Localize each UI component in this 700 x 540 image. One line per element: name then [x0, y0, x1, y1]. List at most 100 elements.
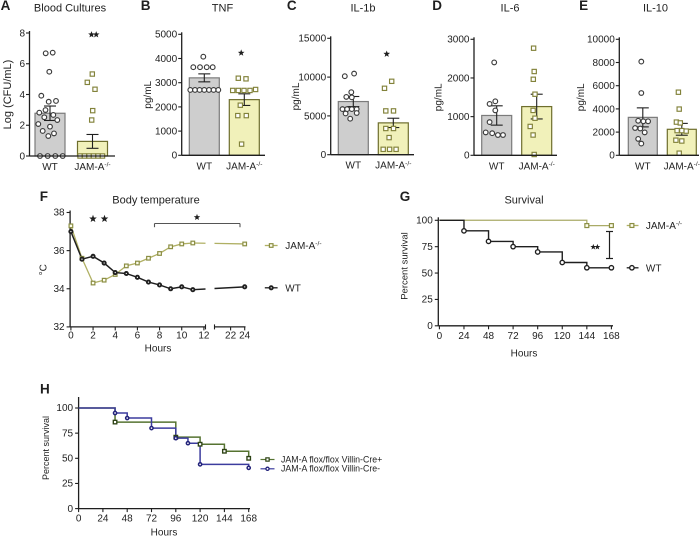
svg-text:96: 96 [532, 331, 544, 342]
svg-text:JAM-A-/-: JAM-A-/- [74, 162, 110, 173]
svg-text:0: 0 [427, 321, 433, 332]
svg-text:96: 96 [170, 514, 182, 525]
svg-text:pg/mL: pg/mL [291, 82, 302, 110]
svg-text:Percent survival: Percent survival [41, 416, 51, 480]
svg-text:50: 50 [62, 454, 74, 465]
svg-text:C: C [287, 0, 297, 13]
svg-text:10000: 10000 [298, 73, 326, 84]
svg-text:pg/mL: pg/mL [576, 83, 587, 111]
svg-text:0: 0 [321, 150, 327, 161]
svg-text:4: 4 [112, 330, 118, 341]
svg-text:Body temperature: Body temperature [112, 195, 199, 207]
svg-text:10000: 10000 [587, 35, 615, 46]
svg-text:25: 25 [422, 295, 434, 306]
svg-text:F: F [40, 189, 48, 204]
svg-text:B: B [141, 0, 151, 13]
svg-text:50: 50 [422, 268, 434, 279]
svg-text:6: 6 [19, 59, 25, 70]
svg-text:5000: 5000 [304, 111, 327, 122]
svg-text:WT: WT [646, 263, 662, 274]
svg-text:WT: WT [197, 161, 213, 172]
svg-text:°C: °C [39, 264, 50, 275]
svg-text:IL-6: IL-6 [501, 3, 520, 15]
svg-text:0: 0 [68, 330, 74, 341]
svg-text:168: 168 [603, 331, 620, 342]
svg-text:15000: 15000 [298, 34, 326, 45]
svg-text:Percent survival: Percent survival [400, 232, 411, 300]
svg-text:0: 0 [76, 514, 82, 525]
svg-text:120: 120 [554, 331, 571, 342]
svg-text:144: 144 [578, 331, 595, 342]
svg-text:38: 38 [53, 208, 65, 219]
svg-text:JAM-A-/-: JAM-A-/- [646, 221, 682, 232]
svg-text:0: 0 [172, 151, 178, 162]
svg-text:168: 168 [240, 514, 257, 525]
svg-text:2: 2 [19, 121, 25, 132]
svg-text:120: 120 [192, 514, 209, 525]
svg-text:IL-10: IL-10 [643, 3, 668, 15]
svg-text:1000: 1000 [155, 127, 178, 138]
svg-text:0: 0 [464, 151, 470, 162]
svg-text:8: 8 [157, 330, 163, 341]
svg-text:2000: 2000 [593, 128, 616, 139]
svg-text:JAM-A-/-: JAM-A-/- [285, 241, 321, 252]
svg-text:48: 48 [483, 331, 495, 342]
svg-text:2000: 2000 [155, 102, 178, 113]
svg-text:3000: 3000 [155, 78, 178, 89]
svg-text:25: 25 [62, 479, 74, 490]
svg-text:24: 24 [239, 330, 251, 341]
svg-text:0: 0 [609, 151, 615, 162]
svg-text:pg/mL: pg/mL [434, 83, 445, 111]
svg-text:100: 100 [416, 216, 433, 227]
svg-text:WT: WT [489, 161, 505, 172]
svg-text:36: 36 [53, 246, 65, 257]
svg-text:4000: 4000 [593, 104, 616, 115]
svg-text:4: 4 [19, 90, 25, 101]
svg-text:6000: 6000 [593, 81, 616, 92]
svg-text:A: A [1, 0, 11, 13]
svg-text:TNF: TNF [212, 3, 234, 15]
svg-text:100: 100 [56, 403, 73, 414]
svg-text:72: 72 [508, 331, 520, 342]
svg-text:1000: 1000 [447, 112, 470, 123]
svg-text:Survival: Survival [504, 195, 543, 207]
svg-text:0: 0 [68, 504, 74, 515]
svg-text:48: 48 [122, 514, 134, 525]
svg-text:WT: WT [42, 162, 58, 173]
svg-text:12: 12 [198, 330, 210, 341]
svg-text:IL-1b: IL-1b [350, 3, 375, 15]
svg-text:0: 0 [19, 151, 25, 162]
svg-text:5000: 5000 [155, 30, 178, 41]
svg-text:WT: WT [285, 283, 301, 294]
svg-text:Hours: Hours [145, 343, 172, 354]
svg-text:JAM-A flox/flox Villin-Cre-: JAM-A flox/flox Villin-Cre- [281, 464, 380, 474]
svg-text:WT: WT [346, 161, 362, 172]
svg-text:24: 24 [458, 331, 470, 342]
svg-text:8: 8 [19, 28, 25, 39]
svg-text:22: 22 [225, 330, 237, 341]
svg-text:G: G [400, 189, 411, 204]
svg-text:Hours: Hours [151, 528, 178, 539]
svg-text:Log (CFU/mL): Log (CFU/mL) [2, 60, 14, 130]
svg-text:75: 75 [62, 428, 74, 439]
svg-text:JAM-A-/-: JAM-A-/- [375, 160, 411, 171]
svg-text:10: 10 [176, 330, 188, 341]
svg-text:6: 6 [135, 330, 141, 341]
svg-text:144: 144 [216, 514, 233, 525]
svg-text:2: 2 [90, 330, 96, 341]
svg-text:3000: 3000 [447, 35, 470, 46]
svg-text:Blood Cultures: Blood Cultures [34, 3, 107, 15]
svg-text:D: D [432, 0, 442, 13]
svg-text:JAM-A flox/flox Villin-Cre+: JAM-A flox/flox Villin-Cre+ [281, 454, 382, 464]
svg-text:4000: 4000 [155, 54, 178, 65]
svg-text:pg/mL: pg/mL [143, 80, 154, 108]
svg-text:34: 34 [53, 284, 65, 295]
svg-text:24: 24 [97, 514, 109, 525]
svg-text:32: 32 [53, 322, 65, 333]
svg-text:72: 72 [146, 514, 158, 525]
svg-text:JAM-A-/-: JAM-A-/- [664, 161, 700, 172]
svg-text:WT: WT [635, 161, 651, 172]
svg-text:Hours: Hours [511, 349, 538, 360]
svg-text:H: H [40, 382, 50, 397]
svg-text:75: 75 [422, 242, 434, 253]
